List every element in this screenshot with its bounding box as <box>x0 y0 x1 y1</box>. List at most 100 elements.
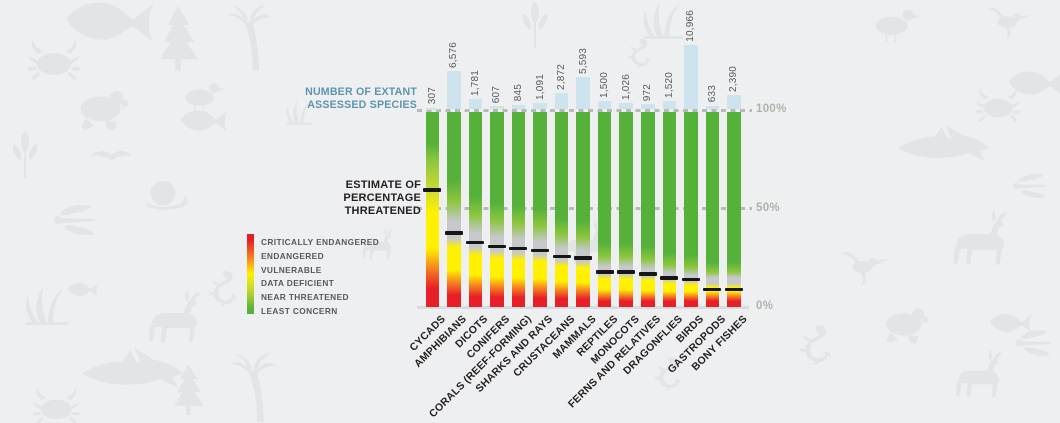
estimate-threatened-line1: ESTIMATE OF <box>345 179 421 191</box>
status-bar-ferns-and-relatives <box>641 112 655 307</box>
watermark-plant-icon <box>10 132 40 178</box>
legend-status-gradient-bar <box>247 234 254 314</box>
threatened-marker-ferns-and-relatives <box>638 272 657 276</box>
assessed-count-label-bony-fishes: 2,390 <box>728 66 740 93</box>
watermark-gecko-icon <box>627 38 651 69</box>
status-bar-corals-reef-forming <box>511 112 526 307</box>
assessed-count-bar-conifers <box>490 105 504 110</box>
watermark-palm-icon <box>231 353 277 422</box>
watermark-frog-icon <box>885 308 929 344</box>
watermark-seaweed-icon <box>643 1 684 39</box>
status-bar-gastropods <box>705 112 720 307</box>
watermark-plant-icon <box>520 2 550 48</box>
axis-line-0pct <box>417 306 749 309</box>
assessed-count-bar-bony-fishes <box>727 95 741 110</box>
assessed-count-label-dragonflies: 1,520 <box>663 71 675 98</box>
estimate-threatened-line2: PERCENTAGE <box>343 192 421 204</box>
legend-item-near-threatened: NEAR THREATENED <box>261 292 349 303</box>
threatened-marker-dicots <box>466 240 485 245</box>
assessed-count-label-amphibians: 6,576 <box>448 41 460 68</box>
status-bar-cycads <box>425 112 439 307</box>
watermark-shark-icon <box>82 348 183 388</box>
tick-label-50: 50% <box>756 201 780 214</box>
threatened-marker-bony-fishes <box>724 287 743 292</box>
legend-item-least-concern: LEAST CONCERN <box>261 306 338 317</box>
status-bar-birds <box>684 112 698 307</box>
assessed-species-axis-title: NUMBER OF EXTANT ASSESSED SPECIES <box>305 86 417 111</box>
watermark-frog-icon <box>80 90 129 131</box>
watermark-shark-icon <box>898 124 990 161</box>
legend-status-list: CRITICALLY ENDANGERED ENDANGERED VULNERABL… <box>261 235 379 318</box>
threatened-marker-birds <box>681 277 700 282</box>
watermark-crab-icon <box>976 87 1021 122</box>
assessed-count-label-dicots: 1,781 <box>469 70 481 97</box>
assessed-count-bar-birds <box>684 44 698 110</box>
legend-item-critically-endangered: CRITICALLY ENDANGERED <box>261 236 380 247</box>
watermark-crab-icon <box>33 387 80 423</box>
assessed-count-bar-dragonflies <box>662 100 677 110</box>
assessed-count-label-corals-reef-forming: 845 <box>512 84 524 102</box>
assessed-count-bar-sharks-and-rays <box>533 103 547 110</box>
tick-label-100: 100% <box>756 103 787 115</box>
watermark-seaweed-icon <box>25 286 68 325</box>
assessed-count-label-gastropods: 633 <box>706 85 718 103</box>
assessed-count-bar-mammals <box>576 76 590 110</box>
watermark-hummingbird-icon <box>988 7 1033 40</box>
legend-item-endangered: ENDANGERED <box>261 250 325 261</box>
watermark-crab-icon <box>28 40 80 80</box>
watermark-bird-icon <box>89 150 133 161</box>
assessed-count-label-sharks-and-rays: 1,091 <box>534 74 546 101</box>
threatened-marker-amphibians <box>444 231 463 235</box>
status-bar-sharks-and-rays <box>533 112 547 307</box>
status-bar-reptiles <box>597 112 612 307</box>
assessed-count-label-reptiles: 1,500 <box>599 71 611 98</box>
watermark-deer-icon <box>149 290 200 342</box>
watermark-dragonfly-icon <box>54 202 96 238</box>
assessed-count-bar-crustaceans <box>554 92 569 110</box>
tick-label-0: 0% <box>756 300 774 312</box>
gridline-100pct <box>417 109 752 112</box>
estimate-threatened-annotation: ESTIMATE OF PERCENTAGE THREATENED <box>343 179 421 218</box>
threatened-marker-crustaceans <box>552 254 571 259</box>
watermark-fish-icon <box>180 110 228 133</box>
status-bar-dragonflies <box>662 112 677 307</box>
threatened-marker-gastropods <box>703 287 722 292</box>
watermark-gecko-icon <box>799 325 831 365</box>
assessed-count-bar-gastropods <box>705 105 720 110</box>
watermark-fish-icon <box>67 282 98 297</box>
threatened-marker-monocots <box>617 270 636 274</box>
watermark-duck-icon <box>185 83 226 112</box>
assessed-count-bar-cycads <box>425 107 439 110</box>
legend-item-data-deficient: DATA DEFICIENT <box>261 278 335 289</box>
assessed-species-axis-title-line2: ASSESSED SPECIES <box>307 98 417 111</box>
status-bar-mammals <box>576 112 590 307</box>
threatened-marker-corals-reef-forming <box>509 246 528 251</box>
status-bar-amphibians <box>447 112 461 307</box>
assessed-species-axis-title-line1: NUMBER OF EXTANT <box>305 86 417 98</box>
threatened-marker-sharks-and-rays <box>531 248 549 253</box>
watermark-dragonfly-icon <box>1013 172 1047 200</box>
assessed-count-bar-corals-reef-forming <box>511 104 526 110</box>
threatened-marker-mammals <box>574 256 593 261</box>
assessed-count-label-cycads: 307 <box>426 87 438 105</box>
assessed-count-bar-dicots <box>468 99 483 110</box>
assessed-count-bar-amphibians <box>447 70 461 110</box>
watermark-deer-icon <box>953 210 1008 265</box>
watermark-deer-icon <box>955 350 1002 397</box>
assessed-count-bar-ferns-and-relatives <box>641 103 655 110</box>
assessed-count-label-ferns-and-relatives: 972 <box>642 83 654 101</box>
status-bar-crustaceans <box>554 112 569 307</box>
assessed-count-label-birds: 10,966 <box>685 10 697 42</box>
assessed-count-bar-reptiles <box>597 100 612 110</box>
watermark-dragonfly-icon <box>1015 328 1052 358</box>
assessed-count-bar-monocots <box>619 103 633 110</box>
watermark-fish-icon <box>990 314 1032 334</box>
status-bar-monocots <box>619 112 633 307</box>
threatened-marker-cycads <box>423 188 442 192</box>
watermark-pine-icon <box>160 6 198 71</box>
assessed-count-label-crustaceans: 2,872 <box>556 63 568 90</box>
watermark-fish-icon <box>66 2 154 43</box>
watermark-hummingbird-icon <box>842 251 890 286</box>
status-bar-dicots <box>468 112 483 307</box>
